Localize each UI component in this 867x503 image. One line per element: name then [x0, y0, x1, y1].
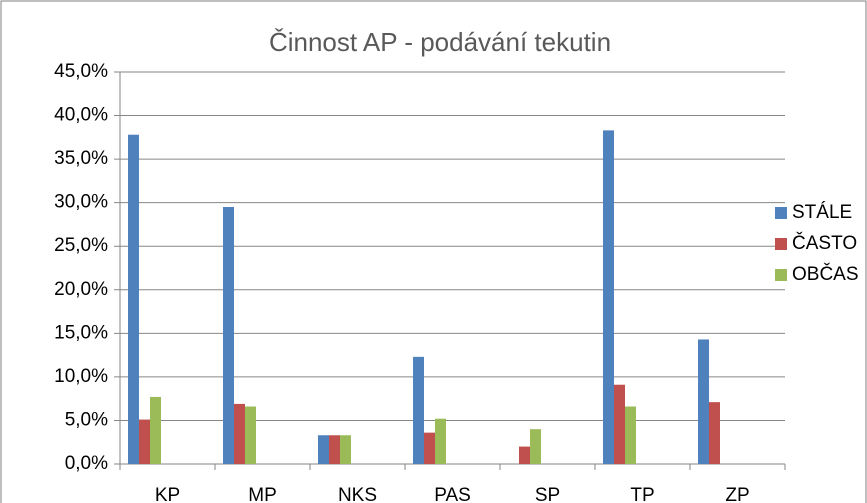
bar: [625, 406, 636, 464]
legend-swatch: [775, 269, 787, 281]
y-tick-label: 15,0%: [54, 322, 108, 343]
x-tick-label: MP: [248, 485, 277, 503]
bar: [318, 435, 329, 464]
bar: [519, 446, 530, 464]
y-tick-label: 40,0%: [54, 105, 108, 126]
y-tick-label: 30,0%: [54, 192, 108, 213]
legend-label: OBČAS: [792, 263, 859, 285]
bar: [530, 429, 541, 464]
bar: [424, 432, 435, 464]
y-tick-label: 0,0%: [65, 453, 108, 474]
bar: [139, 419, 150, 464]
bar: [245, 406, 256, 464]
legend-swatch: [775, 238, 787, 250]
x-tick-label: KP: [155, 485, 180, 503]
y-tick-label: 45,0%: [54, 61, 108, 82]
bar: [709, 402, 720, 464]
x-tick-label: ZP: [725, 485, 749, 503]
y-tick-label: 10,0%: [54, 366, 108, 387]
bar: [234, 403, 245, 464]
bar: [340, 435, 351, 464]
legend-swatch: [775, 207, 787, 219]
chart-title: Činnost AP - podávání tekutin: [269, 27, 611, 57]
bar: [150, 396, 161, 464]
legend-label: ČASTO: [792, 232, 857, 254]
legend-label: STÁLE: [792, 202, 852, 223]
y-tick-label: 20,0%: [54, 279, 108, 300]
y-tick-label: 25,0%: [54, 235, 108, 256]
bar: [603, 130, 614, 464]
x-tick-label: TP: [630, 485, 654, 503]
bar: [698, 339, 709, 464]
x-tick-label: SP: [535, 485, 560, 503]
x-tick-label: PAS: [434, 485, 471, 503]
bar: [413, 356, 424, 464]
x-tick-label: NKS: [338, 485, 377, 503]
bar: [329, 435, 340, 464]
bar: [614, 384, 625, 464]
bar: [223, 207, 234, 464]
bar: [128, 134, 139, 464]
bar: [435, 418, 446, 464]
y-tick-label: 5,0%: [65, 409, 108, 430]
y-tick-label: 35,0%: [54, 148, 108, 169]
